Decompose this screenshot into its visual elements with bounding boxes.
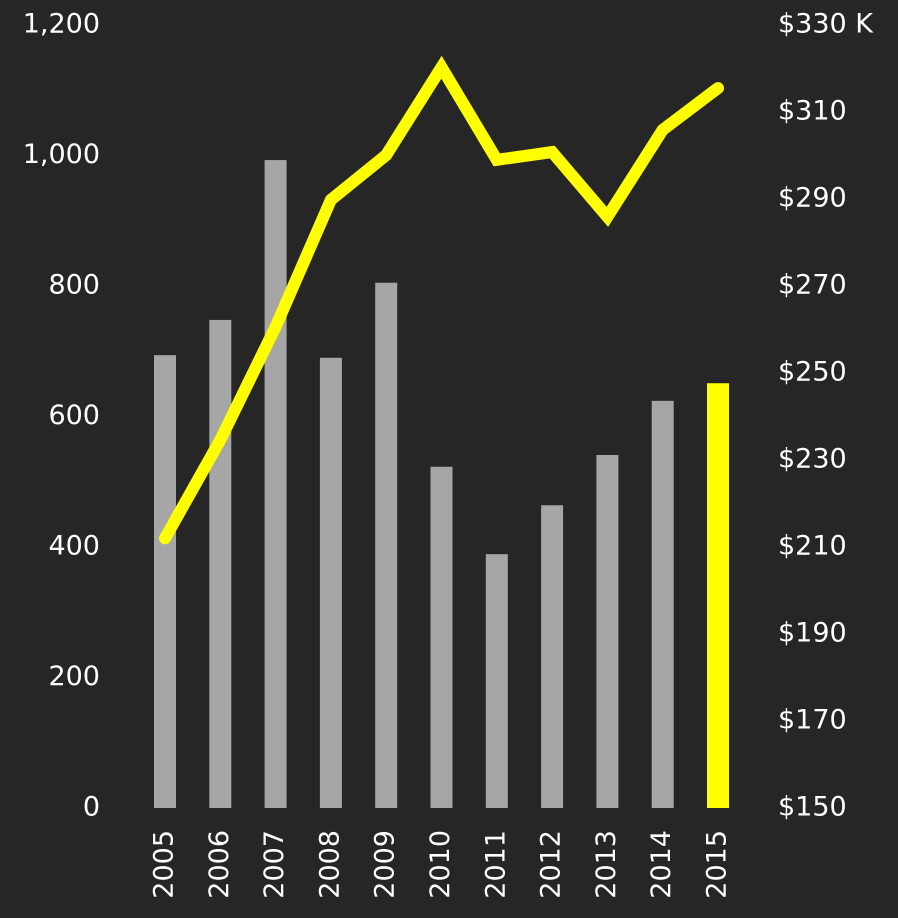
y2-tick-label: $250 — [778, 357, 847, 388]
x-tick-label: 2007 — [259, 830, 290, 899]
x-tick-label: 2013 — [591, 830, 622, 899]
y2-tick-label: $290 — [778, 183, 847, 214]
y-tick-label: 600 — [48, 400, 100, 431]
y2-tick-label: $190 — [778, 618, 847, 649]
bar — [375, 282, 398, 808]
y2-tick-label: $330 K — [778, 9, 874, 40]
y2-tick-label: $230 — [778, 444, 847, 475]
y-tick-label: 1,000 — [23, 139, 100, 170]
x-tick-label: 2012 — [536, 830, 567, 899]
x-tick-label: 2006 — [204, 830, 235, 899]
y2-tick-label: $270 — [778, 270, 847, 301]
x-tick-label: 2009 — [370, 830, 401, 899]
y2-tick-label: $310 — [778, 96, 847, 127]
bar — [485, 554, 508, 808]
y-tick-label: 800 — [48, 270, 100, 301]
bar — [541, 505, 564, 808]
bar — [430, 466, 453, 808]
bar — [209, 319, 232, 808]
bar — [319, 357, 342, 808]
x-tick-label: 2014 — [646, 830, 677, 899]
y2-tick-label: $170 — [778, 705, 847, 736]
line — [159, 55, 724, 545]
x-tick-label: 2010 — [425, 830, 456, 899]
bar — [264, 160, 287, 808]
y-tick-label: 400 — [48, 531, 100, 562]
bar — [651, 400, 674, 808]
x-tick-label: 2008 — [314, 830, 345, 899]
y-tick-label: 1,200 — [23, 9, 100, 40]
y2-tick-label: $150 — [778, 792, 847, 823]
bar — [154, 355, 176, 808]
x-tick-label: 2015 — [702, 830, 733, 899]
bar — [707, 383, 729, 808]
x-tick-label: 2011 — [480, 830, 511, 899]
x-tick-label: 2005 — [149, 830, 180, 899]
y2-tick-label: $210 — [778, 531, 847, 562]
y-tick-label: 0 — [83, 792, 100, 823]
bar — [596, 454, 619, 808]
y-tick-label: 200 — [48, 661, 100, 692]
